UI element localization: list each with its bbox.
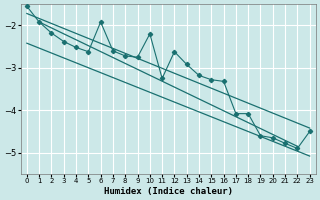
X-axis label: Humidex (Indice chaleur): Humidex (Indice chaleur) — [104, 187, 233, 196]
